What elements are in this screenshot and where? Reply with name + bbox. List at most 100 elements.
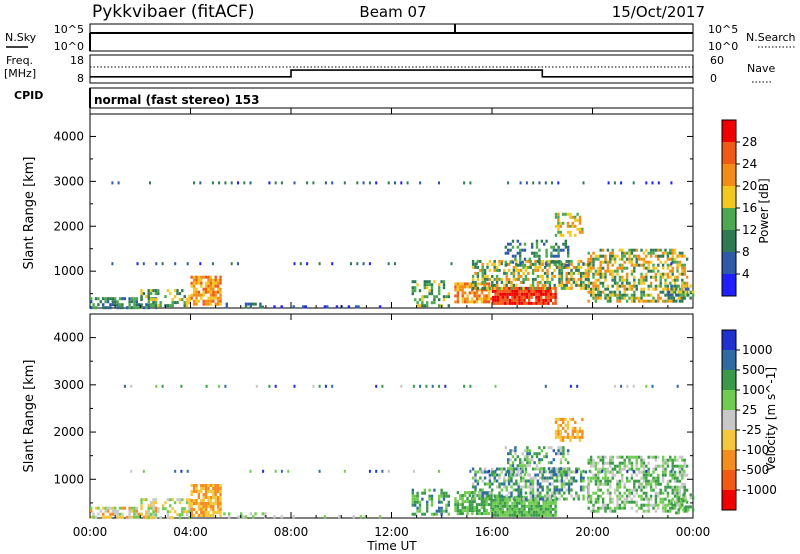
heatmap-cell (496, 301, 500, 305)
heatmap-cell (647, 263, 650, 267)
heatmap-cell (630, 251, 634, 255)
heatmap-cell (589, 287, 593, 291)
heatmap-cell (496, 498, 500, 502)
heatmap-cell (538, 257, 541, 261)
heatmap-cell (202, 302, 205, 306)
heatmap-cell (543, 280, 547, 284)
heatmap-cell (506, 510, 509, 514)
heatmap-cell (567, 280, 571, 284)
heatmap-cell (679, 290, 683, 294)
heatmap-cell (630, 473, 634, 477)
heatmap-cell (661, 287, 665, 291)
heatmap-cell (681, 263, 684, 267)
heatmap-cell (492, 286, 495, 290)
heatmap-cell (212, 296, 215, 300)
heatmap-cell (594, 491, 598, 495)
heatmap-cell (544, 510, 548, 514)
heatmap-cell (149, 513, 153, 517)
heatmap-cell (149, 504, 153, 508)
heatmap-cell (528, 498, 531, 502)
heatmap-cell (543, 283, 547, 287)
heatmap-cell (652, 476, 655, 480)
heatmap-cell (625, 479, 629, 483)
heatmap-cell (618, 467, 622, 471)
heatmap-cell (474, 488, 477, 492)
heatmap-cell (529, 497, 532, 501)
heatmap-cell (445, 491, 448, 495)
heatmap-cell (154, 301, 158, 305)
heatmap-cell (640, 455, 643, 459)
heatmap-cell (440, 512, 443, 516)
heatmap-cell (493, 479, 496, 483)
heatmap-cell (606, 299, 610, 303)
heatmap-cell (647, 500, 650, 504)
heatmap-cell (661, 455, 665, 459)
heatmap-cell (511, 507, 514, 511)
heatmap-cell (678, 251, 682, 255)
heatmap-cell (418, 304, 422, 308)
heatmap-cell (503, 479, 506, 483)
heatmap-cell (594, 269, 598, 273)
heatmap-cell (657, 476, 660, 480)
heatmap-cell (501, 301, 504, 305)
heatmap-cell (669, 248, 672, 252)
heatmap-cell (559, 432, 562, 436)
heatmap-cell (529, 259, 532, 263)
heatmap-cell (471, 509, 474, 513)
heatmap-cell (140, 504, 143, 508)
heatmap-cell (456, 297, 460, 301)
heatmap-cell (577, 467, 580, 471)
heatmap-cell (419, 181, 422, 185)
heatmap-cell (592, 509, 595, 513)
heatmap-cell (642, 458, 646, 462)
heatmap-cell (618, 257, 622, 261)
heatmap-cell (552, 254, 555, 258)
heatmap-cell (621, 278, 624, 282)
heatmap-cell (513, 501, 516, 505)
heatmap-cell (544, 469, 547, 473)
heatmap-cell (572, 265, 576, 269)
heatmap-cell (463, 285, 467, 289)
heatmap-cell (440, 280, 443, 284)
heatmap-cell (483, 271, 487, 275)
heatmap-cell (601, 281, 605, 285)
heatmap-cell (654, 479, 658, 483)
heatmap-cell (552, 292, 555, 296)
heatmap-cell (454, 285, 457, 289)
heatmap-cell (672, 296, 676, 300)
heatmap-cell (532, 510, 536, 514)
heatmap-cell (498, 482, 501, 486)
heatmap-cell (490, 491, 493, 495)
velocity-colorbar-swatch (722, 490, 736, 510)
heatmap-cell (541, 274, 544, 278)
heatmap-cell (531, 280, 535, 284)
heatmap-cell (599, 467, 602, 471)
heatmap-cell (567, 473, 571, 477)
heatmap-cell (618, 266, 622, 270)
heatmap-cell (456, 291, 460, 295)
heatmap-cell (463, 291, 467, 295)
heatmap-cell (597, 290, 600, 294)
heatmap-cell (554, 292, 557, 296)
heatmap-cell (628, 248, 631, 252)
heatmap-cell (130, 509, 134, 513)
heatmap-cell (519, 461, 522, 465)
heatmap-cell (523, 495, 526, 499)
heatmap-cell (618, 278, 622, 282)
freq-series (90, 69, 693, 78)
heatmap-cell (673, 503, 677, 507)
heatmap-cell (534, 467, 537, 471)
heatmap-cell (678, 470, 682, 474)
heatmap-cell (604, 455, 607, 459)
heatmap-cell (683, 488, 686, 492)
heatmap-cell (532, 181, 535, 185)
heatmap-cell (587, 506, 590, 510)
heatmap-cell (652, 455, 655, 459)
heatmap-cell (312, 384, 315, 388)
heatmap-cell (503, 467, 506, 471)
heatmap-cell (671, 485, 674, 489)
heatmap-cell (640, 461, 643, 465)
heatmap-cell (628, 260, 631, 264)
heatmap-cell (676, 485, 679, 489)
heatmap-cell (666, 494, 670, 498)
